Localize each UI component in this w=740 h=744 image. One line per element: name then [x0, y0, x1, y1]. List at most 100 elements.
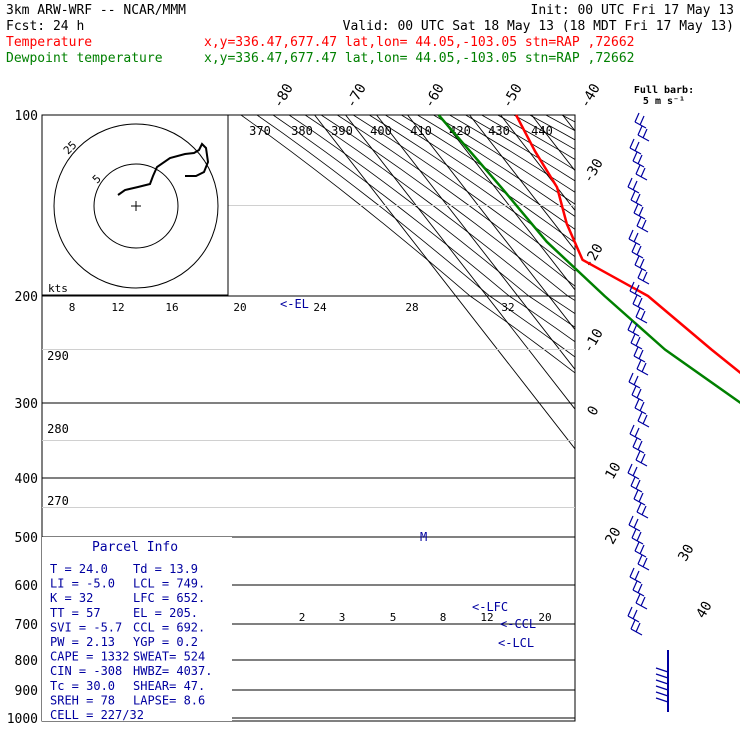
isotherm-right-label: 0	[584, 403, 602, 418]
parcel-info-value: LAPSE= 8.6	[133, 693, 205, 707]
wind-barb-feather	[637, 503, 641, 512]
isotherm-top-label: -40	[577, 81, 604, 111]
parcel-info-label: T = 24.0	[50, 562, 108, 576]
isotherm-right-label: 40	[693, 599, 715, 622]
parcel-info-label: Tc = 30.0	[50, 679, 115, 693]
parcel-info-value: SHEAR= 47.	[133, 679, 205, 693]
wind-barb-feather	[638, 555, 642, 564]
parcel-info-label: CELL = 227/32	[50, 708, 144, 722]
wind-barb-feather	[630, 568, 634, 577]
wind-barb-feather	[633, 295, 637, 304]
wind-barb-feather	[639, 207, 643, 216]
isotherm-top-label: -70	[343, 81, 370, 111]
wind-barb-feather	[628, 464, 632, 473]
wind-barb-feather	[632, 386, 636, 395]
wind-barb-feather	[636, 451, 640, 460]
init-time: Init: 00 UTC Fri 17 May 13	[531, 3, 735, 18]
wet-bulb-label: 32	[501, 301, 514, 314]
theta-top-label: 370	[249, 124, 271, 138]
wind-barb-feather	[641, 311, 645, 320]
parcel-info-label: SREH = 78	[50, 693, 115, 707]
wind-barb-feather	[638, 441, 642, 450]
wind-barb-feather	[628, 321, 632, 330]
wind-barbs	[628, 113, 668, 712]
pressure-tick-label: 300	[15, 397, 38, 412]
dewpoint-station-info: x,y=336.47,677.47 lat,lon= 44.05,-103.05…	[204, 51, 634, 66]
theta-top-label: 380	[291, 124, 313, 138]
wind-barb-feather	[637, 360, 641, 369]
wind-barb-feather	[640, 545, 644, 554]
pressure-tick-label: 200	[15, 290, 38, 305]
wind-barb-feather	[656, 680, 668, 684]
wind-barb-feather	[633, 181, 637, 190]
isotherm-right-label: -30	[580, 156, 607, 186]
wind-barb-feather	[631, 191, 635, 200]
wind-barb-feather	[635, 542, 639, 551]
wind-barb-feather	[637, 532, 641, 541]
wind-barb-feather	[633, 581, 637, 590]
wind-barb-feather	[643, 129, 647, 138]
isotherm-right-label: 20	[602, 525, 624, 548]
moist-adiabat-line	[688, 296, 740, 718]
wind-barb-feather	[637, 246, 641, 255]
forecast-hour: Fcst: 24 h	[6, 19, 84, 34]
isotherm-line	[563, 115, 740, 718]
wind-barb-feather	[656, 698, 668, 702]
wind-barb-feather	[656, 692, 668, 696]
wind-barb-feather	[636, 165, 640, 174]
theta-left-label: 290	[47, 349, 69, 363]
wind-barb-feather	[638, 412, 642, 421]
isotherm-line	[594, 115, 740, 718]
parcel-info-label: CAPE = 1332	[50, 650, 129, 664]
wet-bulb-label: 8	[69, 301, 76, 314]
wind-barb-feather	[630, 139, 634, 148]
parcel-info-label: K = 32	[50, 591, 93, 605]
wind-barb-feather	[636, 308, 640, 317]
wind-barb-feather	[641, 168, 645, 177]
mixing-ratio-label: 8	[440, 611, 447, 624]
wind-barb-feather	[633, 467, 637, 476]
wet-bulb-label: 20	[233, 301, 246, 314]
moist-adiabat-line	[697, 296, 740, 718]
parcel-info-value: EL = 205.	[133, 606, 198, 620]
theta-left-label: 270	[47, 494, 69, 508]
wet-bulb-label: 12	[111, 301, 124, 314]
pressure-tick-label: 500	[15, 531, 38, 546]
parcel-info-label: PW = 2.13	[50, 635, 115, 649]
wind-barb-feather	[633, 324, 637, 333]
wind-barb-feather	[637, 217, 641, 226]
parcel-info-label: SVI = -5.7	[50, 620, 122, 634]
wet-bulb-label: 24	[313, 301, 327, 314]
wind-barb-feather	[634, 490, 638, 499]
isotherm-line	[656, 115, 740, 718]
m-annotation: M	[420, 530, 427, 544]
isotherm-line	[687, 115, 740, 718]
wind-barb-feather	[639, 350, 643, 359]
wind-barb-feather	[640, 402, 644, 411]
wind-barb-feather	[642, 506, 646, 515]
wind-barb-feather	[640, 259, 644, 268]
wind-barb-feather	[636, 594, 640, 603]
pressure-tick-label: 100	[15, 109, 38, 124]
pressure-tick-label: 800	[15, 654, 38, 669]
wind-barb-feather	[643, 272, 647, 281]
parcel-info-label: CIN = -308	[50, 664, 122, 678]
wind-barb-feather	[628, 178, 632, 187]
wind-barb-feather	[642, 220, 646, 229]
moist-adiabat-line	[703, 296, 740, 718]
isotherm-right-label: -10	[580, 326, 607, 356]
parcel-info-value: Td = 13.9	[133, 562, 198, 576]
ccl-annotation: <-CCL	[500, 617, 536, 631]
wind-barb-feather	[635, 399, 639, 408]
wind-barb-feather	[635, 256, 639, 265]
wind-barb-feather	[656, 686, 668, 690]
mixing-ratio-label: 3	[339, 611, 346, 624]
dewpoint-legend: Dewpoint temperature	[6, 51, 163, 66]
theta-top-label: 440	[531, 124, 553, 138]
wind-barb-feather	[643, 415, 647, 424]
wind-barb-feather	[641, 454, 645, 463]
parcel-info-value: HWBZ= 4037.	[133, 664, 212, 678]
wind-barb-feather	[638, 126, 642, 135]
